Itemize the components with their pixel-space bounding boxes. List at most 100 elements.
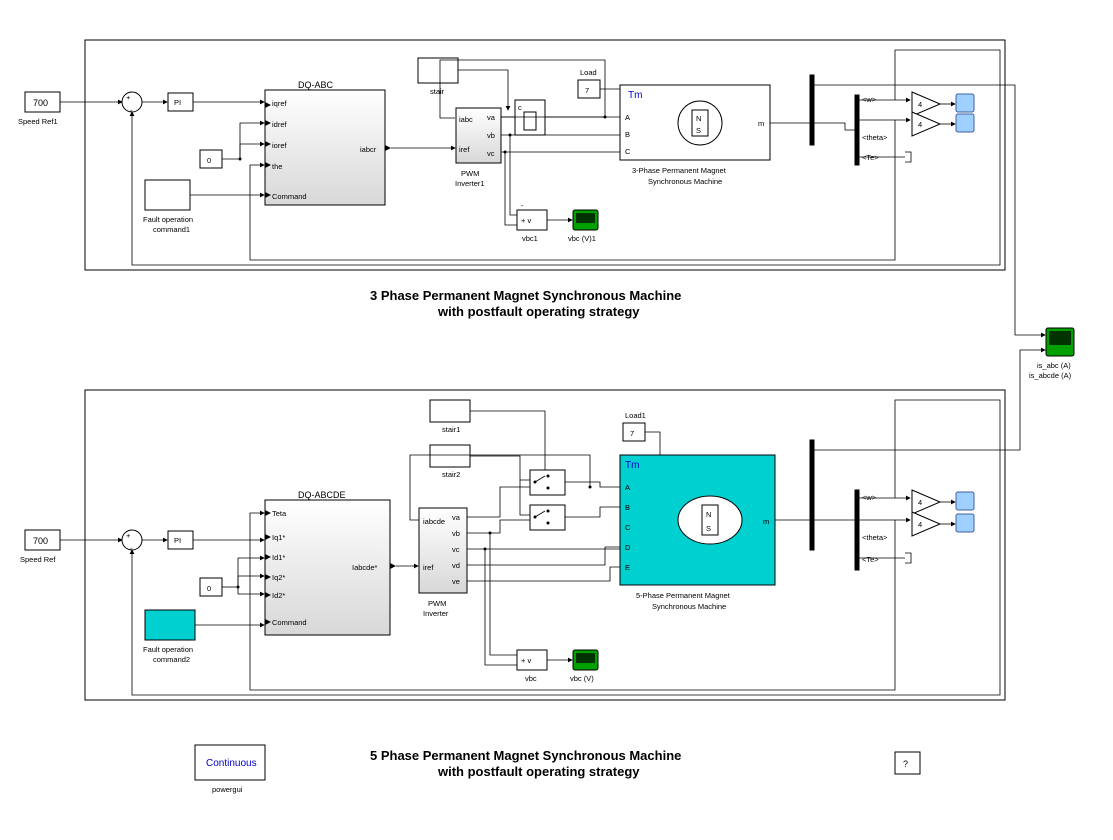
svg-text:4: 4 (918, 520, 922, 529)
svg-text:D: D (625, 543, 631, 552)
svg-text:+: + (126, 93, 131, 102)
mux-1 (810, 75, 814, 145)
svg-text:C: C (625, 147, 631, 156)
svg-text:command2: command2 (153, 655, 190, 664)
svg-text:E: E (625, 563, 630, 572)
svg-text:Synchronous Machine: Synchronous Machine (648, 177, 722, 186)
mux-2 (810, 440, 814, 550)
svg-text:+ v: + v (521, 216, 531, 225)
svg-text:m: m (758, 119, 764, 128)
svg-text:PI: PI (174, 536, 181, 545)
svg-text:Continuous: Continuous (206, 758, 257, 769)
svg-text:iref: iref (459, 145, 470, 154)
svg-text:vbc: vbc (525, 674, 537, 683)
svg-text:is_abcde (A): is_abcde (A) (1029, 371, 1072, 380)
svg-text:<w>: <w> (862, 95, 877, 104)
svg-text:stair2: stair2 (442, 470, 460, 479)
svg-text:powergui: powergui (212, 785, 243, 794)
svg-text:0: 0 (207, 584, 211, 593)
svg-text:Tm: Tm (628, 90, 642, 101)
title-5phase-a: 5 Phase Permanent Magnet Synchronous Mac… (370, 748, 681, 763)
svg-text:PI: PI (174, 98, 181, 107)
svg-text:PWM: PWM (428, 599, 446, 608)
svg-text:iqref: iqref (272, 99, 288, 108)
svg-text:Fault operation: Fault operation (143, 215, 193, 224)
scope-1b[interactable] (956, 114, 974, 132)
demux-2 (855, 490, 859, 570)
svg-text:iabcr: iabcr (360, 145, 377, 154)
stair-block-1[interactable] (418, 58, 458, 83)
svg-text:vc: vc (487, 149, 495, 158)
svg-text:va: va (452, 513, 461, 522)
svg-text:Iq1*: Iq1* (272, 533, 285, 542)
svg-text:DQ-ABCDE: DQ-ABCDE (298, 490, 346, 500)
svg-text:c: c (518, 103, 522, 112)
svg-text:vd: vd (452, 561, 460, 570)
svg-text:DQ-ABC: DQ-ABC (298, 80, 334, 90)
svg-text:<w>: <w> (862, 493, 877, 502)
svg-text:Iabcde*: Iabcde* (352, 563, 378, 572)
scope-2a[interactable] (956, 492, 974, 510)
svg-text:7: 7 (585, 86, 589, 95)
svg-text:S: S (706, 524, 711, 533)
svg-text:ioref: ioref (272, 141, 288, 150)
svg-text:iabc: iabc (459, 115, 473, 124)
svg-text:m: m (763, 517, 769, 526)
svg-text:vc: vc (452, 545, 460, 554)
svg-text:is_abc (A): is_abc (A) (1037, 361, 1071, 370)
title-3phase-b: with postfault operating strategy (437, 304, 640, 319)
svg-text:Load: Load (580, 68, 597, 77)
svg-text:command1: command1 (153, 225, 190, 234)
svg-text:A: A (625, 483, 630, 492)
title-5phase-b: with postfault operating strategy (437, 764, 640, 779)
svg-text:Tm: Tm (625, 460, 639, 471)
svg-text:4: 4 (918, 120, 922, 129)
svg-text:stair: stair (430, 87, 445, 96)
svg-text:<theta>: <theta> (862, 533, 888, 542)
speed-ref1-value: 700 (33, 98, 48, 108)
svg-text:7: 7 (630, 429, 634, 438)
title-3phase-a: 3 Phase Permanent Magnet Synchronous Mac… (370, 288, 681, 303)
svg-text:Synchronous Machine: Synchronous Machine (652, 602, 726, 611)
scope-1a[interactable] (956, 94, 974, 112)
svg-text:Inverter1: Inverter1 (455, 179, 485, 188)
svg-text:vbc1: vbc1 (522, 234, 538, 243)
svg-text:3-Phase Permanent Magnet: 3-Phase Permanent Magnet (632, 166, 727, 175)
svg-text:Load1: Load1 (625, 411, 646, 420)
svg-text:+ v: + v (521, 656, 531, 665)
svg-text:vbc (V): vbc (V) (570, 674, 594, 683)
svg-text:Speed Ref: Speed Ref (20, 555, 56, 564)
stair1-block[interactable] (430, 400, 470, 422)
stair2-block[interactable] (430, 445, 470, 467)
svg-text:0: 0 (207, 156, 211, 165)
svg-text:S: S (696, 126, 701, 135)
svg-text:<Te>: <Te> (862, 153, 879, 162)
fault-cmd-1[interactable] (145, 180, 190, 210)
svg-text:vbc (V)1: vbc (V)1 (568, 234, 596, 243)
svg-text:+: + (126, 531, 131, 540)
svg-text:ve: ve (452, 577, 460, 586)
svg-text:iref: iref (423, 563, 434, 572)
svg-text:N: N (706, 510, 711, 519)
svg-text:5-Phase Permanent Magnet: 5-Phase Permanent Magnet (636, 591, 731, 600)
scope-2b[interactable] (956, 514, 974, 532)
svg-text:?: ? (903, 759, 908, 769)
svg-text:A: A (625, 113, 630, 122)
svg-text:Iq2*: Iq2* (272, 573, 285, 582)
svg-text:B: B (625, 130, 630, 139)
svg-text:N: N (696, 114, 701, 123)
svg-text:Command: Command (272, 618, 307, 627)
svg-text:iabcde: iabcde (423, 517, 445, 526)
svg-text:4: 4 (918, 498, 922, 507)
svg-text:Fault operation: Fault operation (143, 645, 193, 654)
svg-text:<theta>: <theta> (862, 133, 888, 142)
svg-text:the: the (272, 162, 282, 171)
svg-text:vb: vb (452, 529, 460, 538)
fault-cmd-2[interactable] (145, 610, 195, 640)
svg-text:va: va (487, 113, 496, 122)
svg-text:B: B (625, 503, 630, 512)
svg-text:Inverter: Inverter (423, 609, 449, 618)
svg-text:4: 4 (918, 100, 922, 109)
svg-text:Command: Command (272, 192, 307, 201)
simulink-diagram: 700 Speed Ref1 + - PI 0 Fault operation … (0, 0, 1113, 840)
